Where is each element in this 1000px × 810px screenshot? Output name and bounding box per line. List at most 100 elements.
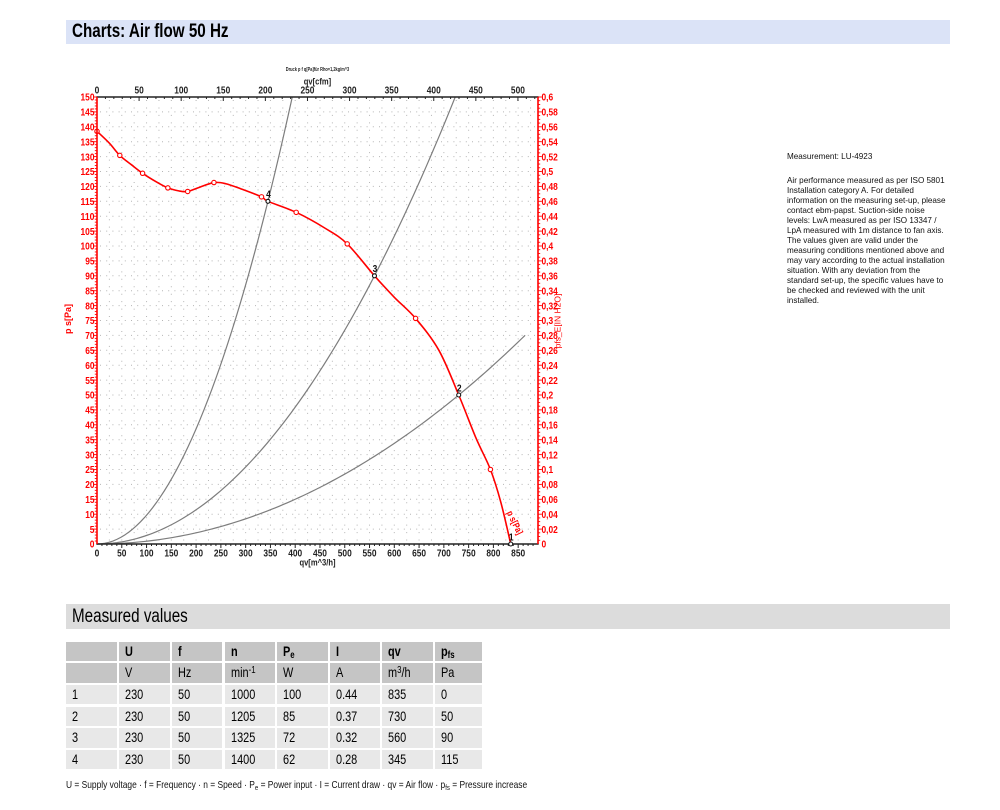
svg-text:0,42: 0,42 — [542, 226, 558, 238]
svg-text:550: 550 — [363, 548, 377, 560]
svg-text:150: 150 — [81, 92, 95, 104]
svg-text:50: 50 — [117, 548, 126, 560]
svg-text:90: 90 — [85, 271, 94, 283]
svg-text:130: 130 — [81, 151, 95, 163]
svg-text:4: 4 — [266, 189, 271, 201]
svg-text:250: 250 — [214, 548, 228, 560]
svg-text:750: 750 — [462, 548, 476, 560]
svg-text:0,4: 0,4 — [542, 241, 554, 253]
svg-text:450: 450 — [469, 85, 483, 97]
svg-text:500: 500 — [511, 85, 525, 97]
svg-text:60: 60 — [85, 360, 94, 372]
svg-text:3: 3 — [373, 263, 378, 275]
svg-text:450: 450 — [313, 548, 327, 560]
svg-text:p s[Pa]: p s[Pa] — [63, 304, 73, 334]
svg-text:0: 0 — [542, 539, 547, 551]
svg-text:0,44: 0,44 — [542, 211, 558, 223]
svg-text:25: 25 — [85, 464, 94, 476]
svg-text:0,48: 0,48 — [542, 181, 558, 193]
svg-text:55: 55 — [85, 375, 94, 387]
svg-text:135: 135 — [81, 136, 95, 148]
svg-text:0,46: 0,46 — [542, 196, 558, 208]
svg-text:800: 800 — [486, 548, 500, 560]
svg-text:80: 80 — [85, 300, 94, 312]
svg-text:0,36: 0,36 — [542, 271, 558, 283]
svg-text:0,24: 0,24 — [542, 360, 558, 372]
svg-text:10: 10 — [85, 509, 94, 521]
svg-text:100: 100 — [81, 241, 95, 253]
svg-text:0,6: 0,6 — [542, 92, 554, 104]
svg-text:15: 15 — [85, 494, 94, 506]
svg-text:0,2: 0,2 — [542, 390, 554, 402]
svg-text:650: 650 — [412, 548, 426, 560]
svg-text:200: 200 — [189, 548, 203, 560]
svg-text:145: 145 — [81, 107, 95, 119]
svg-text:0: 0 — [95, 85, 100, 97]
svg-text:0,28: 0,28 — [542, 330, 558, 342]
svg-text:0,06: 0,06 — [542, 494, 558, 506]
svg-text:35: 35 — [85, 434, 94, 446]
svg-text:50: 50 — [134, 85, 143, 97]
svg-text:85: 85 — [85, 285, 94, 297]
svg-text:75: 75 — [85, 315, 94, 327]
svg-text:140: 140 — [81, 122, 95, 134]
svg-text:0: 0 — [95, 548, 100, 560]
svg-text:qv[cfm]: qv[cfm] — [304, 77, 331, 88]
svg-text:Druck p f q[Pa]für Rho=1,2kg/m: Druck p f q[Pa]für Rho=1,2kg/m^3 — [286, 67, 350, 73]
svg-text:0,18: 0,18 — [542, 405, 558, 417]
svg-text:125: 125 — [81, 166, 95, 178]
svg-text:0: 0 — [90, 539, 95, 551]
svg-text:120: 120 — [81, 181, 95, 193]
svg-text:qv[m^3/h]: qv[m^3/h] — [299, 558, 335, 569]
svg-text:0,04: 0,04 — [542, 509, 558, 521]
svg-text:250: 250 — [300, 85, 314, 97]
svg-text:95: 95 — [85, 256, 94, 268]
svg-text:600: 600 — [387, 548, 401, 560]
svg-text:50: 50 — [85, 390, 94, 402]
svg-text:0,34: 0,34 — [542, 285, 558, 297]
svg-text:400: 400 — [427, 85, 441, 97]
svg-text:0,26: 0,26 — [542, 345, 558, 357]
svg-text:pfs_E[IN H2O]: pfs_E[IN H2O] — [553, 294, 563, 349]
svg-text:0,1: 0,1 — [542, 464, 554, 476]
svg-text:0,54: 0,54 — [542, 136, 558, 148]
svg-text:70: 70 — [85, 330, 94, 342]
svg-text:350: 350 — [263, 548, 277, 560]
svg-text:350: 350 — [385, 85, 399, 97]
svg-text:150: 150 — [164, 548, 178, 560]
svg-text:500: 500 — [338, 548, 352, 560]
svg-text:400: 400 — [288, 548, 302, 560]
svg-text:700: 700 — [437, 548, 451, 560]
svg-text:0,02: 0,02 — [542, 524, 558, 536]
svg-text:0,3: 0,3 — [542, 315, 554, 327]
svg-text:200: 200 — [258, 85, 272, 97]
svg-text:100: 100 — [174, 85, 188, 97]
svg-text:0,08: 0,08 — [542, 479, 558, 491]
svg-text:300: 300 — [343, 85, 357, 97]
svg-text:5: 5 — [90, 524, 95, 536]
svg-text:1: 1 — [509, 531, 514, 543]
svg-text:100: 100 — [140, 548, 154, 560]
svg-text:0,16: 0,16 — [542, 420, 558, 432]
svg-text:30: 30 — [85, 449, 94, 461]
svg-text:p s[Pa]: p s[Pa] — [504, 509, 525, 537]
svg-text:300: 300 — [239, 548, 253, 560]
svg-text:0,32: 0,32 — [542, 300, 558, 312]
svg-text:45: 45 — [85, 405, 94, 417]
svg-text:2: 2 — [457, 382, 462, 394]
svg-text:150: 150 — [216, 85, 230, 97]
svg-text:105: 105 — [81, 226, 95, 238]
svg-text:0,5: 0,5 — [542, 166, 554, 178]
svg-text:20: 20 — [85, 479, 94, 491]
svg-text:850: 850 — [511, 548, 525, 560]
svg-text:65: 65 — [85, 345, 94, 357]
svg-text:110: 110 — [81, 211, 95, 223]
svg-text:0,14: 0,14 — [542, 434, 558, 446]
svg-text:0,38: 0,38 — [542, 256, 558, 268]
svg-text:0,52: 0,52 — [542, 151, 558, 163]
svg-text:0,22: 0,22 — [542, 375, 558, 387]
svg-text:0,12: 0,12 — [542, 449, 558, 461]
svg-text:115: 115 — [81, 196, 95, 208]
svg-text:0,58: 0,58 — [542, 107, 558, 119]
svg-text:40: 40 — [85, 420, 94, 432]
